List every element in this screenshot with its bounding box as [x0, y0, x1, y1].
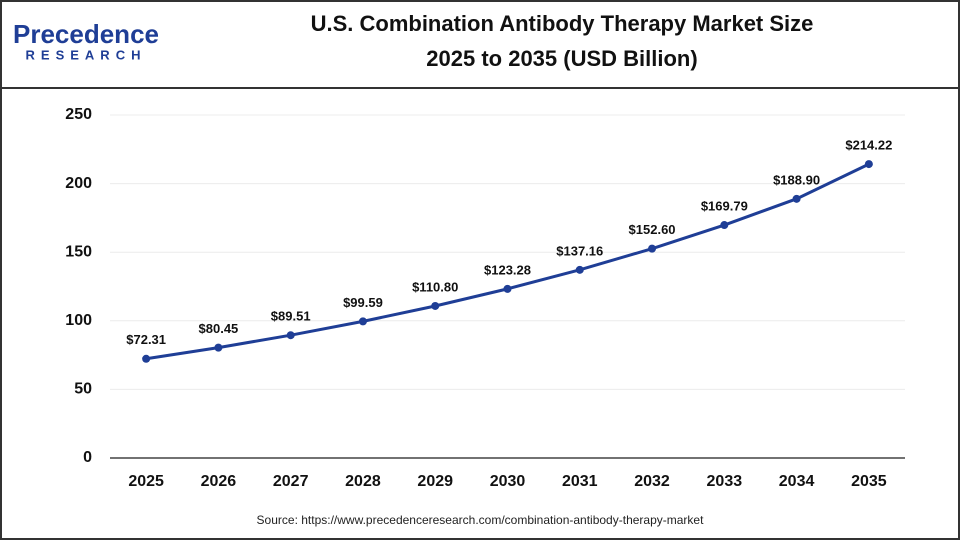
marker [214, 343, 223, 352]
marker [431, 301, 440, 310]
marker [286, 331, 295, 340]
source: Source: https://www.precedenceresearch.c… [257, 513, 705, 527]
marker [792, 194, 801, 203]
marker [864, 160, 873, 169]
marker [142, 354, 151, 363]
data-label: $169.79 [701, 198, 748, 213]
data-label: $110.80 [412, 279, 458, 294]
data-label: $123.28 [484, 262, 531, 277]
x-tick-label: 2027 [273, 473, 309, 490]
marker [720, 221, 729, 230]
data-label: $89.51 [271, 309, 311, 324]
x-tick-label: 2028 [345, 473, 381, 490]
marker [358, 317, 367, 326]
logo-tagline: RESEARCH [26, 47, 147, 62]
marker [503, 284, 512, 293]
y-tick-label: 150 [65, 243, 92, 260]
x-tick-label: 2032 [634, 473, 670, 490]
data-label: $214.22 [845, 138, 892, 153]
x-tick-label: 2034 [779, 473, 815, 490]
marker [648, 244, 657, 253]
chart-title: U.S. Combination Antibody Therapy Market… [311, 11, 814, 36]
chart-title: 2025 to 2035 (USD Billion) [426, 46, 697, 71]
data-label: $72.31 [126, 332, 166, 347]
x-tick-label: 2035 [851, 473, 887, 490]
x-tick-label: 2025 [128, 473, 164, 490]
data-label: $188.90 [773, 172, 820, 187]
x-tick-label: 2030 [490, 473, 526, 490]
x-tick-label: 2026 [201, 473, 237, 490]
y-tick-label: 200 [65, 175, 92, 192]
data-label: $80.45 [199, 321, 239, 336]
x-tick-label: 2029 [417, 473, 453, 490]
x-tick-label: 2033 [707, 473, 743, 490]
y-tick-label: 0 [83, 449, 92, 466]
y-tick-label: 100 [65, 312, 92, 329]
data-label: $137.16 [556, 243, 603, 258]
data-label: $152.60 [629, 222, 676, 237]
y-tick-label: 50 [74, 381, 92, 398]
marker [575, 265, 584, 274]
data-label: $99.59 [343, 295, 383, 310]
logo-name: Precedence [13, 19, 159, 49]
x-tick-label: 2031 [562, 473, 598, 490]
y-tick-label: 250 [65, 106, 92, 123]
